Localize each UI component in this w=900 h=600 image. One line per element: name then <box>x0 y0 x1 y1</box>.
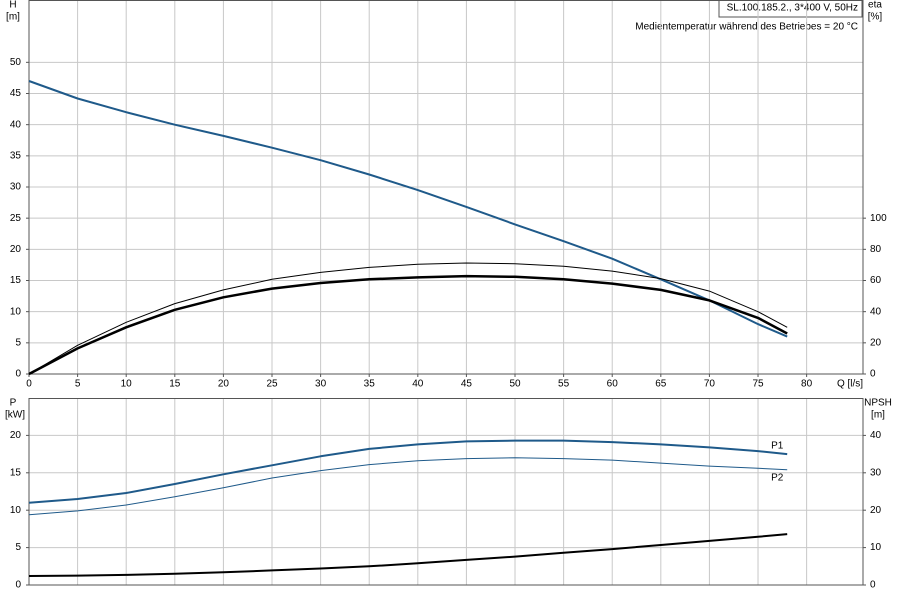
x-tick-label: 60 <box>607 379 619 390</box>
x-tick-label: 30 <box>315 379 327 390</box>
y-tick-label: 20 <box>10 244 22 255</box>
y-tick-label: 10 <box>10 306 22 317</box>
y-tick-label: 0 <box>15 580 21 591</box>
y-tick-label: 20 <box>10 430 22 441</box>
y-tick-label: 5 <box>15 337 21 348</box>
y-tick-label: 10 <box>10 505 22 516</box>
x-tick-label: 50 <box>509 379 521 390</box>
x-tick-label: 65 <box>655 379 667 390</box>
x-tick-label: 15 <box>169 379 181 390</box>
series-line <box>28 457 788 516</box>
series-line <box>28 80 788 338</box>
y-axis-unit: [kW] <box>5 410 25 421</box>
y-tick-label: 40 <box>10 119 22 130</box>
y-axis-label: H <box>9 0 16 11</box>
y-tick-label: 30 <box>10 182 22 193</box>
y-tick-label: 5 <box>15 542 21 553</box>
series-label: P2 <box>771 472 784 483</box>
x-tick-label: 20 <box>218 379 230 390</box>
x-tick-label: 0 <box>26 379 32 390</box>
y2-axis-unit: [m] <box>871 410 885 421</box>
x-tick-label: 35 <box>364 379 376 390</box>
y2-tick-label: 40 <box>870 430 882 441</box>
y-tick-label: 0 <box>15 369 21 380</box>
y-tick-label: 50 <box>10 57 22 68</box>
x-tick-label: 70 <box>704 379 716 390</box>
x-axis-label: Q [l/s] <box>837 379 863 390</box>
y-tick-label: 15 <box>10 467 22 478</box>
y2-tick-label: 10 <box>870 542 882 553</box>
y2-tick-label: 30 <box>870 467 882 478</box>
y2-tick-label: 0 <box>870 580 876 591</box>
series-line <box>28 439 788 504</box>
y-axis-label: P <box>10 398 17 409</box>
series-line <box>28 533 788 577</box>
y2-tick-label: 80 <box>870 244 882 255</box>
x-tick-label: 5 <box>75 379 81 390</box>
series-line <box>28 262 788 375</box>
y-axis-unit: [m] <box>6 12 20 23</box>
y2-tick-label: 40 <box>870 306 882 317</box>
plot-frame <box>28 398 864 586</box>
x-tick-label: 55 <box>558 379 570 390</box>
x-tick-label: 10 <box>121 379 133 390</box>
chart-subtitle: Medientemperatur während des Betriebes =… <box>635 22 858 33</box>
x-tick-label: 75 <box>752 379 764 390</box>
x-tick-label: 45 <box>461 379 473 390</box>
y2-tick-label: 20 <box>870 337 882 348</box>
x-tick-label: 40 <box>412 379 424 390</box>
y2-tick-label: 100 <box>870 213 887 224</box>
y-tick-label: 25 <box>10 213 22 224</box>
x-tick-label: 25 <box>266 379 278 390</box>
y2-axis-label: NPSH <box>864 398 892 409</box>
y-tick-label: 15 <box>10 275 22 286</box>
y2-tick-label: 0 <box>870 369 876 380</box>
y-tick-label: 35 <box>10 150 22 161</box>
y2-tick-label: 20 <box>870 505 882 516</box>
title-box <box>718 0 863 18</box>
series-line <box>28 274 788 376</box>
chart-title: SL.100.185.2., 3*400 V, 50Hz <box>727 3 858 14</box>
series-label: P1 <box>771 441 784 452</box>
y-tick-label: 45 <box>10 88 22 99</box>
y2-tick-label: 60 <box>870 275 882 286</box>
x-tick-label: 80 <box>801 379 813 390</box>
y2-axis-label: eta <box>868 0 882 11</box>
y2-axis-unit: [%] <box>868 12 883 23</box>
